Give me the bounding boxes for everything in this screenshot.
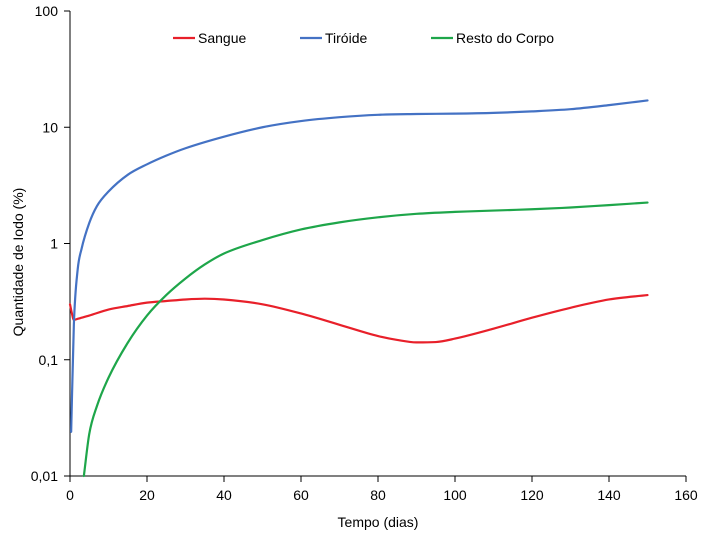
series-lines xyxy=(68,99,649,478)
y-tick-label: 0,01 xyxy=(31,468,58,484)
legend: Sangue Tiróide Resto do Corpo xyxy=(173,30,554,46)
x-axis-title: Tempo (dias) xyxy=(338,514,419,530)
y-tick-label: 10 xyxy=(42,119,58,135)
legend-label-2: Resto do Corpo xyxy=(456,30,554,46)
x-tick-label: 0 xyxy=(66,487,74,503)
y-tick-label: 1 xyxy=(50,236,58,252)
x-tick-label: 140 xyxy=(597,487,621,503)
tick-labels: 0 20 40 60 80 100 120 140 160 0,01 0,1 1 10 100 xyxy=(31,3,698,503)
legend-label-0: Sangue xyxy=(198,30,246,46)
y-axis-title: Quantidade de Iodo (%) xyxy=(10,188,26,337)
series-line-1 xyxy=(70,99,649,433)
series-line-0 xyxy=(68,293,649,344)
x-tick-label: 120 xyxy=(520,487,544,503)
axes xyxy=(64,10,687,482)
y-tick-label: 100 xyxy=(35,3,59,19)
y-tick-label: 0,1 xyxy=(39,352,59,368)
x-tick-label: 20 xyxy=(139,487,155,503)
x-tick-label: 40 xyxy=(216,487,232,503)
x-tick-label: 100 xyxy=(443,487,467,503)
x-tick-label: 80 xyxy=(370,487,386,503)
x-tick-label: 160 xyxy=(674,487,698,503)
series-line-2 xyxy=(82,201,649,478)
legend-label-1: Tiróide xyxy=(325,30,367,46)
x-tick-label: 60 xyxy=(293,487,309,503)
